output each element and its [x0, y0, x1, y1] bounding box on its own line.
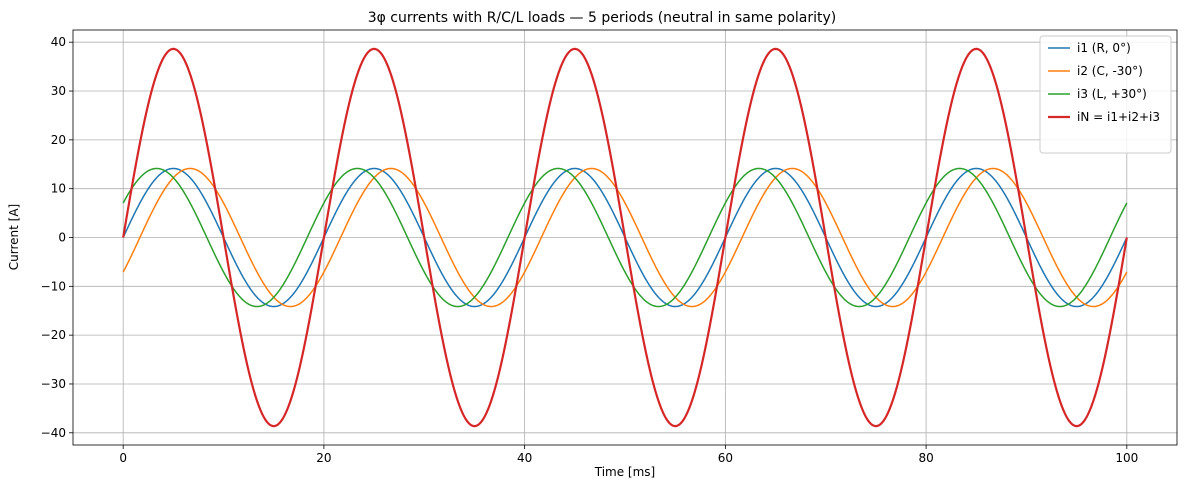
x-axis-ticks: 0 20 40 60 80 100: [119, 445, 1138, 465]
legend-label: i3 (L, +30°): [1077, 87, 1147, 101]
legend-label: iN = i1+i2+i3: [1077, 110, 1160, 124]
y-tick-label: 20: [51, 133, 66, 147]
y-tick-label: −10: [41, 279, 66, 293]
y-tick-label: 10: [51, 182, 66, 196]
y-axis-label: Current [A]: [7, 204, 21, 270]
legend-label: i2 (C, -30°): [1077, 64, 1143, 78]
y-tick-label: 0: [58, 231, 66, 245]
y-tick-label: −20: [41, 328, 66, 342]
series-line-1: [122, 167, 1128, 308]
chart-title: 3φ currents with R/C/L loads — 5 periods…: [368, 10, 837, 26]
x-tick-label: 20: [316, 451, 331, 465]
x-tick-label: 100: [1115, 451, 1138, 465]
y-tick-label: −40: [41, 426, 66, 440]
y-tick-label: 40: [51, 35, 66, 49]
series-layer: [122, 47, 1128, 428]
series-line-3: [122, 47, 1128, 428]
y-tick-label: −30: [41, 377, 66, 391]
x-tick-label: 40: [517, 451, 532, 465]
y-tick-label: 30: [51, 84, 66, 98]
legend-box: [1039, 35, 1172, 154]
legend-label: i1 (R, 0°): [1077, 41, 1131, 55]
series-line-2: [122, 167, 1128, 308]
y-axis-ticks: −40 −30 −20 −10 0 10 20 30 40: [41, 35, 73, 440]
x-tick-label: 80: [918, 451, 933, 465]
x-axis-label: Time [ms]: [594, 465, 656, 479]
legend: i1 (R, 0°) i2 (C, -30°) i3 (L, +30°) iN = i…: [1039, 35, 1172, 154]
x-tick-label: 60: [718, 451, 733, 465]
x-tick-label: 0: [119, 451, 127, 465]
